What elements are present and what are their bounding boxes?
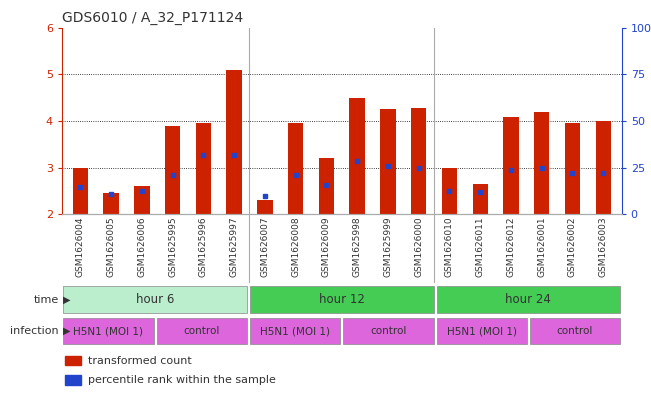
Text: ▶: ▶ bbox=[63, 326, 71, 336]
Bar bbox=[250, 286, 434, 313]
Bar bbox=[65, 375, 81, 385]
Bar bbox=[73, 167, 88, 214]
Bar bbox=[565, 123, 580, 214]
Text: H5N1 (MOI 1): H5N1 (MOI 1) bbox=[447, 326, 517, 336]
Bar bbox=[319, 158, 334, 214]
Bar bbox=[442, 167, 457, 214]
Text: time: time bbox=[33, 295, 59, 305]
Bar bbox=[437, 318, 527, 344]
Bar bbox=[104, 193, 118, 214]
Bar bbox=[63, 286, 247, 313]
Text: GSM1626008: GSM1626008 bbox=[291, 216, 300, 277]
Bar bbox=[596, 121, 611, 214]
Text: GSM1625999: GSM1625999 bbox=[383, 216, 393, 277]
Text: infection: infection bbox=[10, 326, 59, 336]
Text: GSM1626003: GSM1626003 bbox=[599, 216, 608, 277]
Bar bbox=[134, 186, 150, 214]
Text: GSM1625996: GSM1625996 bbox=[199, 216, 208, 277]
Bar bbox=[530, 318, 620, 344]
Text: GSM1625997: GSM1625997 bbox=[230, 216, 239, 277]
Text: GSM1626009: GSM1626009 bbox=[322, 216, 331, 277]
Text: GSM1626002: GSM1626002 bbox=[568, 216, 577, 277]
Bar bbox=[380, 109, 396, 214]
Text: GSM1626004: GSM1626004 bbox=[76, 216, 85, 277]
Bar bbox=[534, 112, 549, 214]
Bar bbox=[288, 123, 303, 214]
Bar bbox=[63, 318, 154, 344]
Bar bbox=[157, 318, 247, 344]
Bar bbox=[473, 184, 488, 214]
Text: percentile rank within the sample: percentile rank within the sample bbox=[89, 375, 276, 385]
Text: GSM1626005: GSM1626005 bbox=[107, 216, 116, 277]
Text: GSM1626001: GSM1626001 bbox=[537, 216, 546, 277]
Text: hour 24: hour 24 bbox=[505, 293, 551, 306]
Bar bbox=[227, 70, 242, 214]
Text: GSM1626007: GSM1626007 bbox=[260, 216, 270, 277]
Bar bbox=[503, 117, 519, 214]
Text: GSM1626012: GSM1626012 bbox=[506, 216, 516, 277]
Text: control: control bbox=[184, 326, 220, 336]
Bar bbox=[350, 98, 365, 214]
Text: GSM1625995: GSM1625995 bbox=[168, 216, 177, 277]
Bar bbox=[437, 286, 620, 313]
Text: ▶: ▶ bbox=[63, 295, 71, 305]
Text: hour 6: hour 6 bbox=[136, 293, 174, 306]
Text: GDS6010 / A_32_P171124: GDS6010 / A_32_P171124 bbox=[62, 11, 243, 25]
Text: GSM1626000: GSM1626000 bbox=[414, 216, 423, 277]
Text: hour 12: hour 12 bbox=[319, 293, 365, 306]
Bar bbox=[65, 356, 81, 365]
Text: GSM1626006: GSM1626006 bbox=[137, 216, 146, 277]
Text: GSM1626010: GSM1626010 bbox=[445, 216, 454, 277]
Text: GSM1625998: GSM1625998 bbox=[353, 216, 362, 277]
Text: transformed count: transformed count bbox=[89, 356, 192, 365]
Bar bbox=[411, 108, 426, 214]
Bar bbox=[196, 123, 211, 214]
Bar bbox=[257, 200, 273, 214]
Text: control: control bbox=[370, 326, 407, 336]
Text: H5N1 (MOI 1): H5N1 (MOI 1) bbox=[74, 326, 143, 336]
Text: H5N1 (MOI 1): H5N1 (MOI 1) bbox=[260, 326, 330, 336]
Bar bbox=[165, 125, 180, 214]
Text: control: control bbox=[557, 326, 593, 336]
Bar bbox=[250, 318, 340, 344]
Bar bbox=[343, 318, 434, 344]
Text: GSM1626011: GSM1626011 bbox=[476, 216, 485, 277]
